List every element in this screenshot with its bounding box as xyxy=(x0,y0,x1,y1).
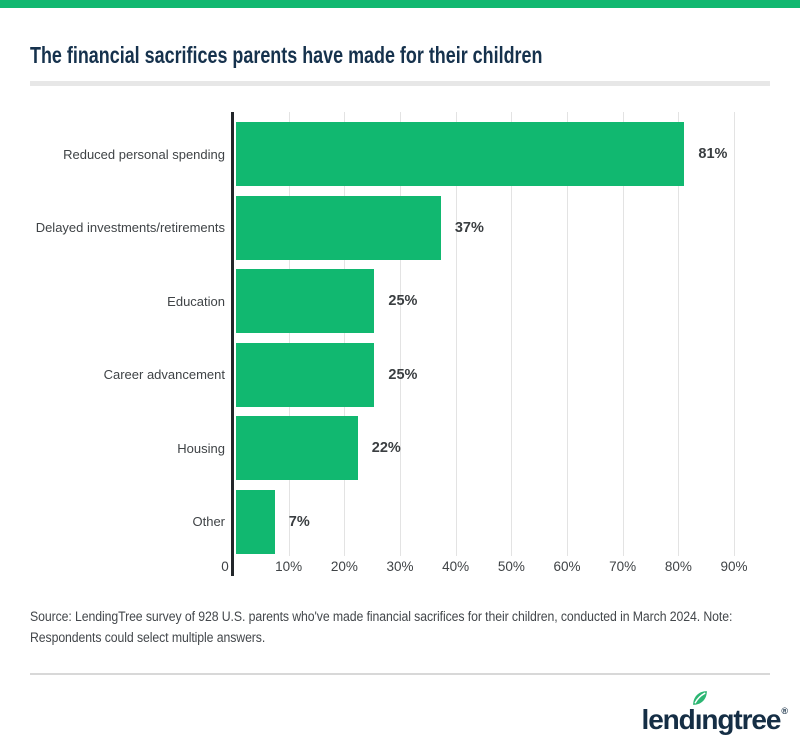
y-axis-line xyxy=(231,112,234,576)
bar-value-label: 25% xyxy=(388,366,418,383)
category-label: Career advancement xyxy=(103,367,225,382)
gridline-10% xyxy=(288,112,290,556)
brand-accent-bar xyxy=(0,0,800,8)
bar-row: 7% xyxy=(236,489,770,554)
bar xyxy=(236,195,441,260)
category-label: Other xyxy=(192,514,225,529)
gridline-50% xyxy=(511,112,513,556)
x-tick-label: 60% xyxy=(553,559,581,574)
lendingtree-logo: lend ıngtree® xyxy=(641,691,788,737)
x-axis-ticks: 0 10% 20% 30% 40% 50% 60% 70% 80% 90% xyxy=(221,558,770,576)
gridline-20% xyxy=(344,112,346,556)
category-label: Housing xyxy=(177,440,225,456)
gridline-60% xyxy=(567,112,568,556)
registered-mark: ® xyxy=(781,706,788,716)
plot-area: 81% 37% 25% 25% 22% 7% xyxy=(231,112,770,576)
x-tick-label: 30% xyxy=(386,559,414,574)
footer-divider xyxy=(30,673,770,675)
source-note: Source: LendingTree survey of 928 U.S. p… xyxy=(30,609,733,645)
gridline-90% xyxy=(734,112,736,556)
x-tick-label: 50% xyxy=(497,559,525,574)
bar-value-label: 25% xyxy=(388,293,418,309)
logo-text-prefix: lend xyxy=(641,704,696,735)
x-tick-label: 10% xyxy=(275,559,303,574)
logo-text-suffix: ngtree xyxy=(701,704,781,735)
bar-value-label: 81% xyxy=(698,146,728,162)
logo-letter-i: ı xyxy=(692,691,707,737)
category-label: Delayed investments/retirements xyxy=(35,220,225,235)
x-tick-label: 70% xyxy=(609,559,637,574)
bar-value-label: 7% xyxy=(288,513,310,530)
title-divider xyxy=(30,81,770,86)
category-label: Reduced personal spending xyxy=(63,146,225,162)
bar-chart: Reduced personal spending Delayed investm… xyxy=(30,112,770,576)
x-tick-label: 80% xyxy=(664,559,692,574)
bar-value-label: 22% xyxy=(371,440,401,456)
gridline-40% xyxy=(455,112,457,556)
chart-title: The financial sacrifices parents have ma… xyxy=(30,42,543,68)
gridline-30% xyxy=(400,112,401,556)
logo-dotless-i: ı xyxy=(694,704,703,735)
bar-row: 22% xyxy=(236,416,770,480)
category-labels: Reduced personal spending Delayed investm… xyxy=(30,112,233,558)
x-tick-label: 0 xyxy=(221,559,229,574)
bar xyxy=(236,489,275,554)
x-tick-label: 20% xyxy=(330,559,358,574)
bar xyxy=(236,269,375,333)
bar-row: 81% xyxy=(236,122,770,186)
bar-value-label: 37% xyxy=(454,219,484,236)
bar-row: 37% xyxy=(236,195,770,260)
x-tick-label: 90% xyxy=(720,559,748,574)
category-label: Education xyxy=(167,293,225,309)
gridline-70% xyxy=(622,112,624,556)
bar xyxy=(236,416,358,480)
gridline-80% xyxy=(678,112,680,556)
bar xyxy=(236,342,375,407)
bar-row: 25% xyxy=(236,342,770,407)
bar-row: 25% xyxy=(236,269,770,333)
bar xyxy=(236,122,685,186)
leaf-icon xyxy=(692,691,707,705)
x-tick-label: 40% xyxy=(442,559,470,574)
